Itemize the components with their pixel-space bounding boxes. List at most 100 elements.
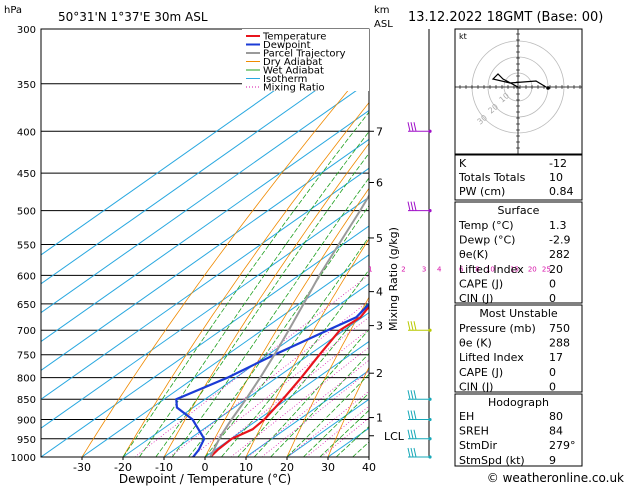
surface-label: Dewp (°C) bbox=[459, 234, 515, 247]
wind-barb-flag bbox=[410, 321, 414, 331]
wind-barb-dot bbox=[428, 129, 432, 133]
height-unit-asl-label: ASL bbox=[374, 19, 393, 30]
legend-entry: Dewpoint bbox=[263, 40, 311, 51]
index-label: PW (cm) bbox=[459, 185, 505, 198]
x-axis-title: Dewpoint / Temperature (°C) bbox=[119, 472, 291, 486]
wet-adiabat-line bbox=[188, 204, 369, 457]
pressure-tick-label: 450 bbox=[17, 169, 36, 180]
isotherm-line bbox=[41, 29, 363, 256]
isotherm-line bbox=[41, 109, 369, 343]
mixing-ratio-label: 3 bbox=[422, 265, 426, 273]
wind-barb bbox=[407, 122, 432, 133]
height-tick-label: 3 bbox=[376, 320, 383, 333]
hodograph-table-value: 80 bbox=[549, 410, 563, 423]
wet-adiabat-line bbox=[171, 177, 369, 457]
indices-box bbox=[454, 154, 583, 201]
wind-barb-flag bbox=[413, 447, 417, 458]
most-unstable-value: 0 bbox=[549, 366, 556, 379]
most-unstable-value: 17 bbox=[549, 351, 563, 364]
surface-value: 0 bbox=[549, 292, 556, 305]
wind-barb bbox=[407, 321, 432, 332]
wind-barb bbox=[407, 429, 432, 441]
storm-motion-marker bbox=[546, 86, 550, 90]
height-tick-label: 5 bbox=[376, 232, 383, 245]
most-unstable-value: 288 bbox=[549, 337, 570, 350]
plot-series bbox=[175, 193, 369, 457]
hodograph-table-value: 84 bbox=[549, 425, 563, 438]
hodograph-table-title: Hodograph bbox=[488, 396, 549, 409]
mixing-ratio-label: 25 bbox=[542, 265, 551, 273]
height-tick-label: 4 bbox=[376, 286, 383, 299]
pressure-tick-label: 850 bbox=[17, 395, 36, 406]
mixing-ratio-label: 10 bbox=[486, 265, 495, 273]
wind-barb bbox=[407, 390, 432, 401]
isotherm-line bbox=[41, 138, 369, 371]
temperature-tick-label: 40 bbox=[362, 461, 376, 474]
dry-adiabat-line bbox=[615, 29, 629, 457]
pressure-tick-label: 600 bbox=[17, 271, 36, 282]
legend-entry: Temperature bbox=[262, 32, 326, 43]
dry-adiabat-line bbox=[327, 366, 369, 457]
surface-label: CIN (J) bbox=[459, 292, 493, 305]
mixing-ratio-line bbox=[207, 328, 369, 457]
height-unit-label: km bbox=[374, 5, 390, 16]
hodograph-table-label: SREH bbox=[459, 425, 489, 438]
wind-barb-dot bbox=[428, 208, 432, 213]
pressure-tick-label: 950 bbox=[17, 435, 36, 446]
legend-entry: Dry Adiabat bbox=[263, 57, 322, 68]
mixing-ratio-line bbox=[261, 370, 369, 457]
wind-barb-dot bbox=[428, 437, 432, 441]
mixing-ratio-axis-title: Mixing Ratio (g/kg) bbox=[387, 227, 400, 331]
wet-adiabat-line bbox=[253, 328, 369, 457]
hodograph-unit-label: kt bbox=[459, 32, 467, 41]
surface-value: 282 bbox=[549, 248, 570, 261]
legend-entry: Wet Adiabat bbox=[263, 66, 324, 77]
wet-adiabat-line bbox=[122, 111, 369, 457]
mixing-ratio-line bbox=[247, 359, 369, 457]
pressure-tick-label: 1000 bbox=[11, 453, 36, 464]
hodograph-table-label: StmDir bbox=[459, 439, 498, 452]
wind-barb-flag bbox=[413, 201, 417, 211]
surface-label: Lifted Index bbox=[459, 263, 524, 276]
surface-label: θe(K) bbox=[459, 248, 488, 261]
wind-barb-flag bbox=[407, 201, 411, 211]
pressure-tick-label: 700 bbox=[17, 326, 36, 337]
legend-entry: Parcel Trajectory bbox=[263, 49, 346, 60]
wind-barb-flag bbox=[407, 122, 411, 132]
parcel-trajectory-line bbox=[209, 193, 369, 457]
most-unstable-label: Pressure (mb) bbox=[459, 322, 536, 335]
mixing-ratio-label: 20 bbox=[528, 265, 537, 273]
surface-value: 0 bbox=[549, 277, 556, 290]
most-unstable-label: CAPE (J) bbox=[459, 366, 503, 379]
index-value: 10 bbox=[549, 171, 563, 184]
wind-barb-flag bbox=[413, 410, 417, 420]
location-label: 50°31'N 1°37'E 30m ASL bbox=[58, 10, 208, 24]
wind-barb-dot bbox=[428, 417, 432, 422]
wind-barb-flag bbox=[410, 201, 414, 211]
hodograph-table-box bbox=[454, 393, 583, 467]
surface-label: Temp (°C) bbox=[458, 219, 514, 232]
mixing-ratio-line bbox=[230, 346, 369, 457]
isotherm-line bbox=[41, 52, 369, 285]
indices-tables: K -12 Totals Totals 10 PW (cm) 0.84 Surface Tem… bbox=[454, 154, 583, 467]
datetime-label: 13.12.2022 18GMT (Base: 00) bbox=[408, 10, 603, 25]
mixing-ratio-label: 6 bbox=[459, 265, 464, 273]
surface-value: 1.3 bbox=[549, 219, 567, 232]
legend-box bbox=[242, 29, 369, 91]
wind-barbs bbox=[407, 122, 432, 459]
wind-barb-flag bbox=[407, 410, 411, 420]
pressure-tick-label: 550 bbox=[17, 240, 36, 251]
wind-barb-flag bbox=[413, 321, 417, 331]
wet-adiabat-line bbox=[237, 300, 369, 457]
isotherm-line bbox=[204, 340, 369, 457]
wind-barb-flag bbox=[407, 429, 411, 439]
wind-barb-flag bbox=[410, 429, 414, 439]
mixing-ratio-label: 2 bbox=[401, 265, 405, 273]
wind-barb bbox=[407, 410, 432, 422]
index-label: K bbox=[459, 157, 467, 170]
wet-adiabat-line bbox=[319, 409, 369, 457]
wind-barb-flag bbox=[413, 429, 417, 439]
mixing-ratio-label: 1 bbox=[368, 265, 372, 273]
